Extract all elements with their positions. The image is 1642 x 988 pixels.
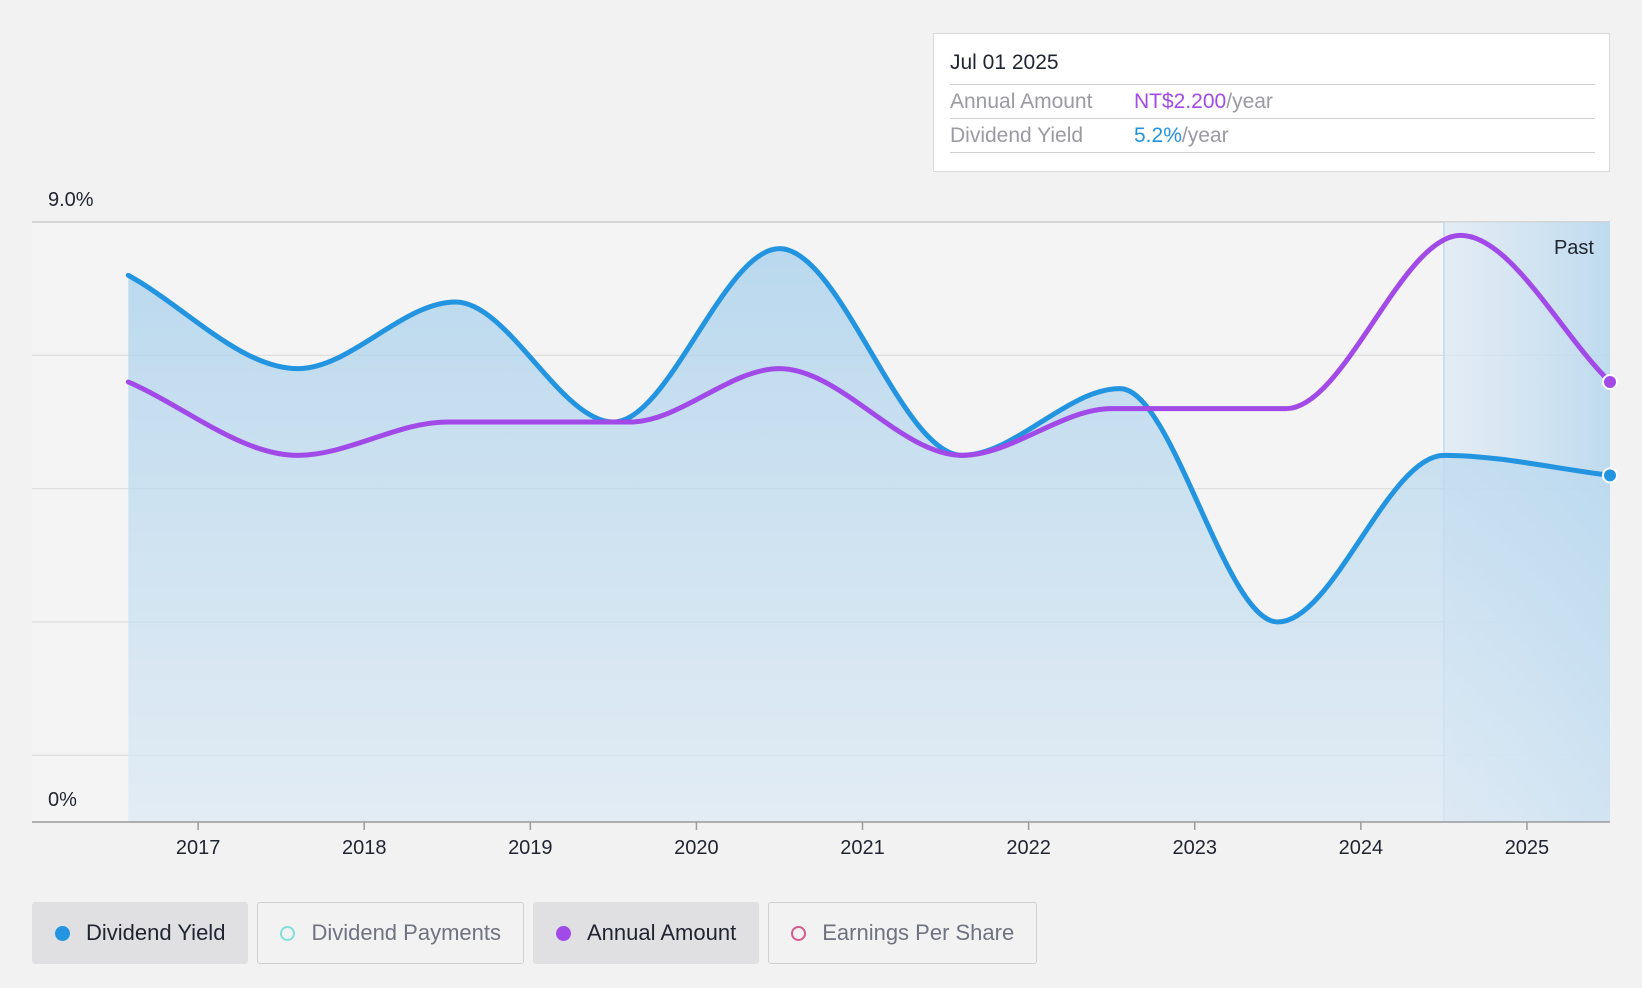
filled-circle-icon bbox=[555, 925, 571, 941]
dividend-yield-endpoint bbox=[1602, 467, 1618, 484]
y-axis-bottom-label: 0% bbox=[48, 789, 77, 811]
x-axis: 2017 2018 2019 2020 2021 2022 2023 2024 2025 bbox=[32, 821, 1610, 859]
tooltip-row-annual-amount: Annual Amount NT$2.200/year bbox=[950, 84, 1595, 118]
annual-amount-endpoint bbox=[1602, 374, 1618, 390]
tooltip-panel: Jul 01 2025 Annual Amount NT$2.200/year … bbox=[933, 33, 1610, 172]
tooltip-unit: /year bbox=[1226, 90, 1273, 113]
y-axis-top-label: 9.0% bbox=[48, 189, 94, 211]
series-lines bbox=[125, 232, 1618, 625]
hollow-circle-icon bbox=[280, 925, 296, 941]
x-tick-label: 2020 bbox=[674, 837, 719, 859]
legend-annual-amount-button[interactable]: Annual Amount bbox=[532, 902, 760, 964]
tooltip-value: NT$2.200 bbox=[1134, 90, 1227, 113]
tooltip-row-dividend-yield: Dividend Yield 5.2%/year bbox=[950, 118, 1595, 153]
annual-amount-line bbox=[125, 232, 1613, 458]
legend-label: Annual Amount bbox=[586, 920, 737, 945]
tooltip-label: Annual Amount bbox=[950, 90, 1093, 113]
x-tick-label: 2023 bbox=[1172, 837, 1217, 859]
tooltip-unit: /year bbox=[1181, 124, 1229, 147]
legend: Dividend Yield Dividend Payments Annual … bbox=[32, 902, 1038, 964]
filled-circle-icon bbox=[55, 925, 70, 941]
legend-dividend-yield-button[interactable]: Dividend Yield bbox=[32, 902, 249, 964]
tooltip-date: Jul 01 2025 bbox=[950, 51, 1059, 74]
legend-dividend-payments-button[interactable]: Dividend Payments bbox=[257, 902, 524, 964]
x-tick-label: 2021 bbox=[840, 837, 885, 859]
x-tick-label: 2024 bbox=[1339, 837, 1384, 859]
hollow-circle-icon bbox=[791, 925, 807, 941]
legend-earnings-per-share-button[interactable]: Earnings Per Share bbox=[768, 902, 1038, 964]
tooltip-value-wrap: 5.2%/year bbox=[1134, 119, 1229, 152]
tooltip-value-wrap: NT$2.200/year bbox=[1134, 85, 1273, 118]
x-tick-label: 2022 bbox=[1006, 837, 1051, 859]
x-tick-label: 2019 bbox=[508, 837, 553, 859]
yield-area-fill bbox=[128, 248, 1610, 822]
x-tick-label: 2025 bbox=[1505, 837, 1550, 859]
yield-area bbox=[128, 248, 1610, 822]
legend-label: Dividend Yield bbox=[86, 920, 226, 945]
dividend-yield-line bbox=[125, 246, 1613, 625]
x-tick-label: 2017 bbox=[176, 837, 221, 859]
legend-label: Dividend Payments bbox=[311, 920, 501, 945]
past-label: Past bbox=[1554, 237, 1594, 259]
tooltip-label: Dividend Yield bbox=[950, 124, 1084, 147]
legend-label: Earnings Per Share bbox=[822, 920, 1015, 945]
tooltip-value: 5.2% bbox=[1134, 124, 1182, 147]
x-tick-label: 2018 bbox=[342, 837, 387, 859]
